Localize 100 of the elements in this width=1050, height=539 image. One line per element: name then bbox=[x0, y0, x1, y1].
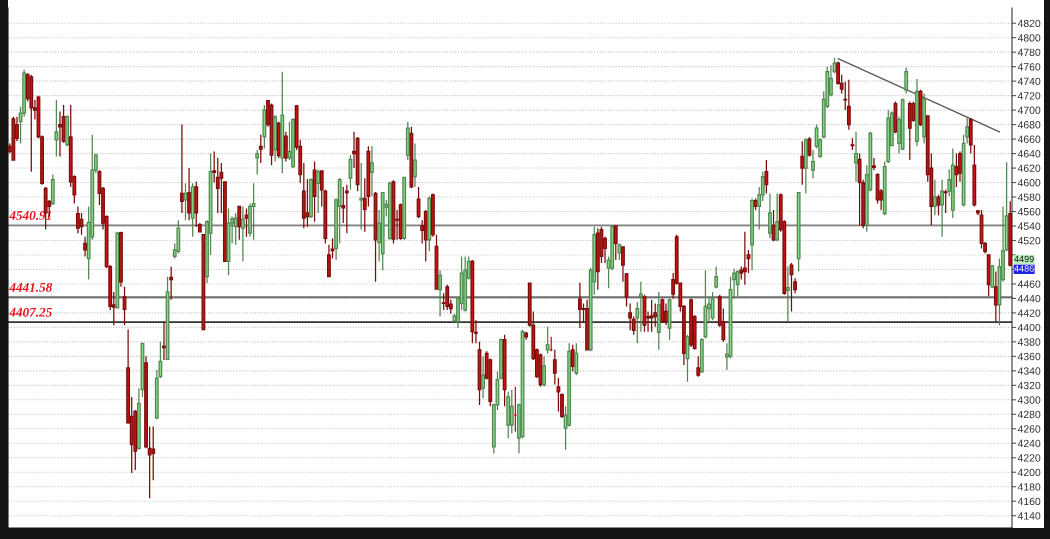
candlestick bbox=[255, 149, 260, 176]
candlestick bbox=[578, 281, 582, 329]
candlestick bbox=[416, 186, 421, 219]
candlestick bbox=[900, 97, 905, 151]
candlestick bbox=[502, 334, 507, 407]
candlestick bbox=[273, 114, 278, 163]
candlestick bbox=[183, 182, 188, 221]
y-tick-label: 4140 bbox=[1017, 512, 1041, 520]
candlestick bbox=[237, 205, 242, 241]
y-tick-label: 4720 bbox=[1017, 92, 1041, 100]
candlestick bbox=[595, 227, 600, 291]
candlestick bbox=[846, 79, 851, 131]
y-tick-label: 4200 bbox=[1017, 468, 1041, 477]
candlestick bbox=[280, 71, 285, 174]
candlestick bbox=[699, 337, 704, 374]
y-tick-label: 4420 bbox=[1017, 309, 1041, 317]
candlestick bbox=[574, 342, 579, 376]
candlestick bbox=[753, 197, 758, 211]
y-tick-label: 4760 bbox=[1017, 63, 1041, 71]
candlestick bbox=[506, 391, 511, 439]
candlestick bbox=[509, 389, 514, 434]
y-tick-label: 4520 bbox=[1017, 236, 1041, 245]
candlestick bbox=[764, 159, 769, 195]
candlestick bbox=[176, 219, 181, 255]
y-tick-label: 4160 bbox=[1017, 497, 1041, 506]
candlestick bbox=[11, 116, 16, 162]
candlestick bbox=[954, 152, 959, 188]
ref-line-label: 4441.58 bbox=[9, 282, 53, 292]
y-tick-label: 4260 bbox=[1017, 425, 1041, 433]
candlestick bbox=[803, 137, 808, 195]
candlestick bbox=[907, 100, 912, 161]
y-tick-label: 4640 bbox=[1017, 150, 1041, 158]
y-tick-label: 4220 bbox=[1017, 454, 1041, 462]
candlestick bbox=[122, 286, 127, 326]
candlestick bbox=[348, 154, 353, 191]
candlestick bbox=[689, 297, 693, 348]
y-tick-label: 4540 bbox=[1017, 222, 1041, 230]
candlestick bbox=[990, 264, 995, 289]
y-tick-label: 4440 bbox=[1017, 294, 1041, 303]
candlestick bbox=[696, 355, 701, 378]
candlestick bbox=[664, 302, 668, 326]
candlestick bbox=[201, 234, 206, 331]
candlestick bbox=[785, 265, 790, 323]
candlestick bbox=[710, 291, 715, 321]
ref-line-label: 4407.25 bbox=[9, 307, 52, 317]
candlestick bbox=[370, 145, 374, 197]
candlestick bbox=[54, 99, 59, 158]
y-tick-label: 4800 bbox=[1017, 34, 1041, 42]
candlestick bbox=[187, 167, 191, 221]
candlestick bbox=[355, 136, 360, 192]
candlestick bbox=[316, 168, 321, 214]
candlestick bbox=[932, 179, 937, 216]
candlestick bbox=[445, 284, 450, 311]
candlestick bbox=[83, 236, 88, 258]
candlestick bbox=[742, 231, 747, 286]
candlestick bbox=[344, 184, 349, 234]
candlestick bbox=[613, 224, 618, 261]
candlestick bbox=[65, 114, 70, 147]
candlestick bbox=[775, 192, 780, 242]
candlestick bbox=[542, 355, 546, 388]
candlestick bbox=[427, 195, 432, 252]
candlestick bbox=[811, 149, 815, 179]
candlestick bbox=[119, 231, 123, 288]
text: 4499 bbox=[1014, 255, 1034, 263]
candlestick bbox=[387, 181, 392, 241]
y-tick-label: 4360 bbox=[1017, 352, 1041, 361]
candlestick bbox=[552, 349, 557, 386]
candlestick bbox=[685, 334, 690, 383]
y-tick-label: 4620 bbox=[1017, 164, 1041, 172]
candlestick bbox=[283, 131, 288, 163]
y-tick-label: 4400 bbox=[1017, 323, 1041, 332]
candlestick bbox=[162, 320, 166, 361]
candlestick bbox=[800, 140, 805, 186]
candlestick bbox=[904, 66, 909, 95]
y-tick-label: 4600 bbox=[1017, 179, 1041, 187]
candlestick bbox=[922, 92, 927, 145]
candlestick bbox=[240, 205, 245, 263]
y-tick-label: 4700 bbox=[1017, 106, 1041, 114]
candlestick bbox=[402, 176, 407, 241]
candlestick bbox=[807, 136, 812, 158]
candlestick bbox=[115, 231, 120, 310]
candlestick bbox=[481, 355, 486, 399]
candlestick bbox=[309, 177, 313, 219]
text: 4486 bbox=[1014, 265, 1034, 272]
candlestick bbox=[660, 297, 665, 324]
candlestick bbox=[545, 326, 550, 355]
candlestick bbox=[886, 109, 891, 164]
y-tick-label: 4560 bbox=[1017, 208, 1041, 216]
candlestick bbox=[958, 150, 962, 183]
candlestick bbox=[714, 265, 719, 289]
candlestick bbox=[857, 152, 862, 226]
candlestick bbox=[950, 147, 955, 219]
candlestick bbox=[703, 269, 708, 339]
candlestick bbox=[413, 142, 417, 188]
candlestick bbox=[796, 191, 801, 273]
candlestick bbox=[251, 182, 256, 241]
candlestick bbox=[570, 344, 575, 373]
candlestick bbox=[653, 302, 658, 328]
candlestick bbox=[940, 179, 944, 238]
candlestick bbox=[430, 192, 435, 238]
